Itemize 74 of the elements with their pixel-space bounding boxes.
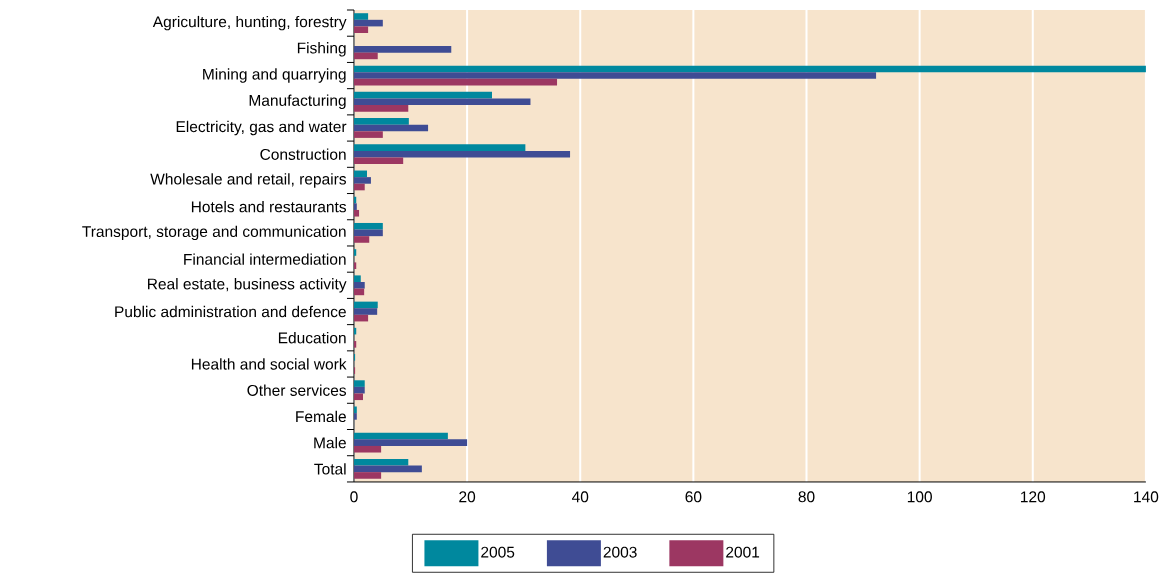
- bar: [353, 91, 492, 99]
- y-tick-label: Wholesale and retail, repairs: [150, 173, 346, 188]
- bar: [353, 262, 357, 270]
- bar: [353, 393, 364, 401]
- bar: [353, 150, 571, 158]
- legend-label: 2005: [481, 546, 515, 558]
- bar: [353, 413, 357, 420]
- bar: [353, 177, 371, 184]
- bar: [353, 432, 448, 440]
- y-tick-label: Real estate, business activity: [148, 278, 347, 293]
- bar: [353, 105, 409, 112]
- bar: [353, 19, 383, 27]
- y-tick-label: Construction: [260, 148, 346, 160]
- bar: [353, 203, 357, 210]
- y-tick-label: Male: [314, 436, 346, 449]
- bar: [353, 275, 361, 283]
- bar: [353, 65, 1146, 73]
- bar: [353, 131, 383, 138]
- bar: [353, 301, 378, 309]
- bar: [353, 472, 382, 479]
- y-tick-label: Electricity, gas and water: [176, 120, 347, 136]
- bar: [353, 78, 558, 86]
- y-tick-label: Agriculture, hunting, forestry: [152, 15, 347, 31]
- bar: [353, 170, 367, 178]
- bar: [353, 282, 365, 289]
- bar: [353, 52, 378, 60]
- y-tick-label: Total: [314, 463, 346, 475]
- x-tick-label: 120: [1021, 491, 1046, 503]
- bar: [353, 183, 365, 191]
- legend-label: 2001: [726, 546, 760, 558]
- x-tick-label: 0: [350, 491, 358, 503]
- y-tick-label: Other services: [247, 384, 347, 396]
- y-tick-label: Female: [296, 410, 346, 423]
- x-tick-label: 20: [459, 491, 476, 503]
- bar: [353, 157, 404, 165]
- bar: [353, 445, 382, 453]
- y-tick-label: Public administration and defence: [115, 305, 346, 318]
- legend-label: 2003: [603, 546, 637, 558]
- bar: [353, 223, 383, 230]
- y-tick-label: Hotels and restaurants: [191, 200, 347, 213]
- x-tick-label: 140: [1134, 491, 1159, 503]
- y-tick-label: Health and social work: [191, 358, 347, 370]
- bar: [353, 439, 468, 446]
- bar: [353, 314, 369, 322]
- bar: [353, 341, 357, 348]
- bar: [353, 13, 369, 20]
- bar: [353, 72, 877, 79]
- bar: [353, 229, 383, 237]
- x-tick-label: 40: [571, 491, 589, 503]
- bar: [353, 209, 360, 217]
- bar: [353, 465, 422, 473]
- x-tick-label: 100: [907, 491, 932, 503]
- x-tick-label: 80: [798, 491, 815, 503]
- bar: [353, 249, 357, 256]
- y-tick-label: Fishing: [297, 42, 346, 57]
- bar: [353, 236, 370, 243]
- bar: [353, 308, 378, 315]
- bar: [353, 144, 526, 151]
- bar: [353, 26, 369, 34]
- y-tick-label: Mining and quarrying: [203, 68, 346, 83]
- y-tick-label: Transport, storage and communication: [82, 225, 346, 241]
- bar: [353, 458, 409, 466]
- y-tick-label: Financial intermediation: [184, 253, 346, 265]
- bar: [353, 406, 357, 414]
- bar: [353, 288, 365, 296]
- x-tick-label: 60: [685, 491, 702, 503]
- bar: [353, 380, 365, 387]
- y-tick-label: Manufacturing: [249, 94, 346, 110]
- bar: [353, 124, 429, 132]
- bar: [353, 46, 452, 53]
- bar: [353, 118, 409, 125]
- bar: [353, 386, 365, 394]
- y-tick-label: Education: [278, 332, 346, 344]
- bar: [353, 98, 531, 106]
